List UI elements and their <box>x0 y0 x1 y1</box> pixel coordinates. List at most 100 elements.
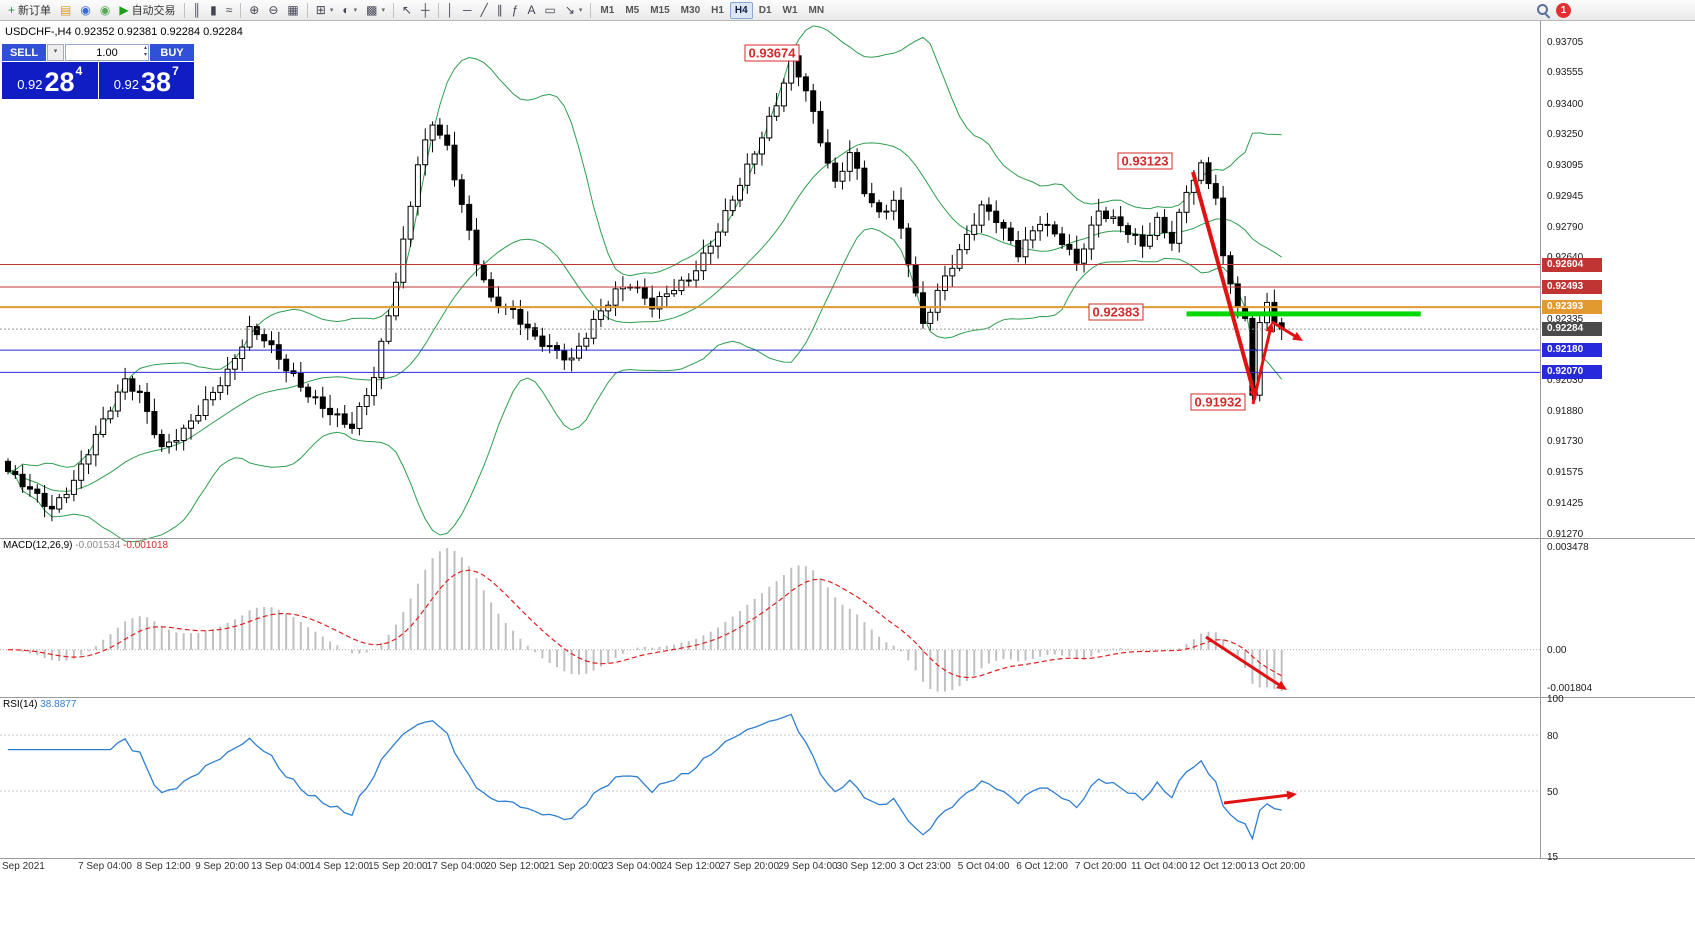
time-axis-label: 13 Oct 20:00 <box>1247 861 1306 872</box>
price-tag[interactable]: 0.92493 <box>1542 279 1602 294</box>
spin-up-icon[interactable]: ▴ <box>143 45 147 51</box>
community-icon: ◉ <box>80 3 91 17</box>
trend-arrow[interactable] <box>1191 171 1257 396</box>
timeframe-h1-button[interactable]: H1 <box>706 2 729 19</box>
time-axis-label: 21 Sep 20:00 <box>543 861 604 872</box>
timeframe-m1-button[interactable]: M1 <box>595 2 619 19</box>
macd-name: MACD(12,26,9) <box>3 540 73 551</box>
bar-chart-icon[interactable]: ║ <box>189 1 206 19</box>
tile-windows-icon[interactable]: ▦ <box>283 1 302 19</box>
time-axis-label: 9 Sep 20:00 <box>195 861 250 872</box>
timeframe-mn-button[interactable]: MN <box>804 2 830 19</box>
time-axis-label: 7 Sep 04:00 <box>78 861 132 872</box>
fibonacci-icon: ƒ <box>511 3 519 17</box>
price-flag-label[interactable]: 0.91932 <box>1190 393 1246 411</box>
timeframe-m30-button[interactable]: M30 <box>676 2 705 19</box>
timeframe-w1-button[interactable]: W1 <box>778 2 803 19</box>
price-tag[interactable]: 0.92393 <box>1542 300 1602 315</box>
label-tool-icon[interactable]: ▭ <box>540 1 559 19</box>
templates-button[interactable]: ▩ ▾ <box>362 1 389 19</box>
time-axis-label: 6 Oct 12:00 <box>1016 861 1068 872</box>
trend-arrow[interactable] <box>1205 635 1284 689</box>
rsi-axis-tick: 100 <box>1547 694 1564 705</box>
community-icon[interactable]: ◉ <box>76 1 94 19</box>
time-axis-label: 3 Oct 23:00 <box>899 861 951 872</box>
price-tag[interactable]: 0.92070 <box>1542 365 1602 380</box>
price-axis-tick: 0.93555 <box>1547 67 1584 79</box>
chevron-down-icon: ▾ <box>381 7 385 14</box>
arrows-tool-icon[interactable]: ↘ ▾ <box>561 1 587 19</box>
line-chart-icon[interactable]: ≈ <box>222 1 237 19</box>
price-flag-label[interactable]: 0.93123 <box>1117 152 1173 170</box>
arrows-tool-icon: ↘ <box>564 3 575 17</box>
templates-icon: ▩ <box>366 3 378 17</box>
price-flag-label[interactable]: 0.93674 <box>744 44 800 62</box>
notification-badge[interactable]: 1 <box>1556 2 1571 18</box>
time-axis-label: 27 Sep 20:00 <box>719 861 780 872</box>
auto-trading-button-label: 自动交易 <box>131 5 176 17</box>
trendline-icon[interactable]: ╱ <box>477 1 492 19</box>
macd-indicator-label: MACD(12,26,9) -0.001534 -0.001018 <box>3 540 168 551</box>
price-axis-tick: 0.93400 <box>1547 98 1584 110</box>
candlestick-chart-icon[interactable]: ▮ <box>206 1 221 19</box>
help-icon: ◉ <box>99 3 111 17</box>
trend-arrow[interactable] <box>1271 320 1300 340</box>
buy-button[interactable]: BUY <box>150 44 194 61</box>
price-tag[interactable]: 0.92180 <box>1542 343 1602 358</box>
periods-icon: ◐ <box>342 3 350 17</box>
new-order-button[interactable]: + 新订单 <box>4 1 55 19</box>
price-tag[interactable]: 0.92284 <box>1542 322 1602 337</box>
bollinger-bands-layer <box>7 25 1283 543</box>
add-indicator-button[interactable]: ⊞ ▾ <box>312 1 338 19</box>
price-flag-label[interactable]: 0.92383 <box>1088 303 1144 321</box>
time-axis-label: Sep 2021 <box>2 861 45 872</box>
volume-spinner[interactable]: ▴ ▾ <box>144 45 147 59</box>
periods-button[interactable]: ◐ ▾ <box>338 1 361 19</box>
symbol-period-label: USDCHF-,H4 <box>5 26 72 38</box>
channel-icon[interactable]: ∥ <box>493 1 507 19</box>
trend-arrow-head <box>1265 322 1275 333</box>
price-axis-tick: 0.93250 <box>1547 129 1584 141</box>
spin-down-icon[interactable]: ▾ <box>143 52 147 58</box>
horizontal-line-icon[interactable]: ─ <box>459 1 476 19</box>
price-tag[interactable]: 0.92604 <box>1542 257 1602 272</box>
sell-button[interactable]: SELL <box>2 44 46 61</box>
trend-arrow[interactable] <box>1223 793 1292 805</box>
sell-price-panel[interactable]: 0.92 28 4 <box>2 62 98 99</box>
macd-axis-tick: -0.001804 <box>1547 683 1593 694</box>
timeframe-d1-button[interactable]: D1 <box>754 2 777 19</box>
buy-price-panel[interactable]: 0.92 38 7 <box>98 62 194 99</box>
auto-trading-button[interactable]: ▶ 自动交易 <box>115 1 179 19</box>
time-axis-label: 15 Sep 20:00 <box>368 861 428 872</box>
timeframe-m15-button[interactable]: M15 <box>645 2 674 19</box>
zoom-in-icon[interactable]: ⊕ <box>245 1 263 19</box>
chevron-down-icon: ▾ <box>329 7 334 14</box>
text-tool-icon[interactable]: A <box>523 1 539 19</box>
rsi-axis-tick: 15 <box>1547 852 1559 863</box>
rsi-value: 38.8877 <box>40 699 77 710</box>
cursor-icon[interactable]: ↖ <box>398 1 416 19</box>
channel-icon: ∥ <box>496 3 503 17</box>
crosshair-icon[interactable]: ┼ <box>417 1 434 19</box>
volume-input[interactable]: 1.00 ▴ ▾ <box>65 44 149 61</box>
price-axis-tick: 0.91270 <box>1547 528 1584 540</box>
trend-arrow[interactable] <box>1251 327 1273 405</box>
timeframe-m5-button[interactable]: M5 <box>620 2 644 19</box>
metaeditor-icon[interactable]: ▤ <box>56 1 75 19</box>
text-tool-icon: A <box>527 3 536 17</box>
time-axis-label: 7 Oct 20:00 <box>1074 861 1127 872</box>
volume-options-button[interactable]: ▾ <box>47 44 64 61</box>
help-icon[interactable]: ◉ <box>96 1 114 19</box>
rsi-axis-tick: 80 <box>1547 731 1559 743</box>
crosshair-icon: ┼ <box>421 3 430 17</box>
timeframe-h4-button[interactable]: H4 <box>729 1 753 19</box>
vertical-line-icon[interactable]: │ <box>443 1 459 19</box>
bar-chart-icon: ║ <box>192 3 202 17</box>
search-button[interactable] <box>1532 1 1555 19</box>
fibonacci-icon[interactable]: ƒ <box>508 1 523 19</box>
price-axis-tick: 0.92335 <box>1547 313 1584 325</box>
time-axis-label: 8 Sep 12:00 <box>136 861 191 872</box>
zoom-out-icon[interactable]: ⊖ <box>264 1 282 19</box>
price-axis-tick: 0.91575 <box>1547 467 1584 479</box>
